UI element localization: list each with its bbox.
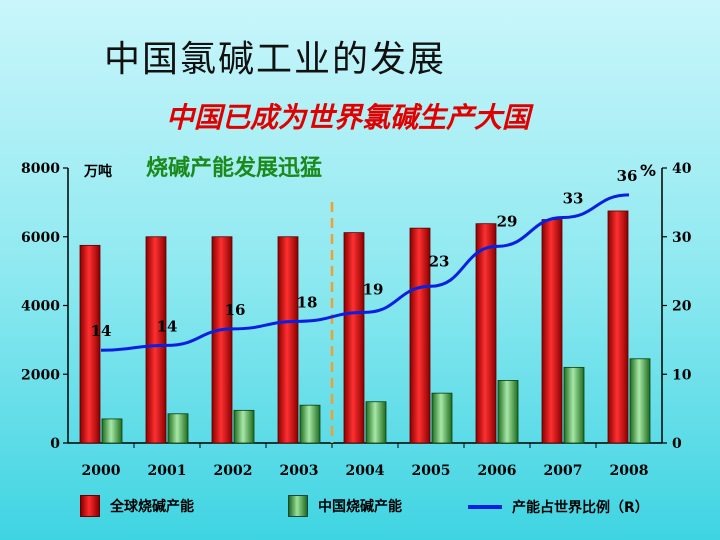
right-tick-label: 40 bbox=[672, 161, 692, 177]
bar-china bbox=[167, 413, 189, 444]
bar-china bbox=[629, 358, 651, 444]
line-data-label: 23 bbox=[429, 252, 450, 270]
chart-labels: 14 14 16 18 19 23 29 33 36 bbox=[91, 167, 638, 340]
left-tick-label: 6000 bbox=[21, 230, 60, 246]
x-tick-label: 2005 bbox=[412, 463, 451, 479]
bar-china bbox=[563, 366, 585, 444]
right-tick-label: 30 bbox=[672, 230, 692, 246]
bar-global bbox=[79, 244, 101, 444]
bar-global bbox=[409, 227, 431, 444]
left-tick-label: 8000 bbox=[21, 161, 60, 177]
line-data-label: 36 bbox=[617, 167, 638, 185]
x-tick-label: 2003 bbox=[280, 463, 319, 479]
right-tick-label: 0 bbox=[672, 436, 682, 452]
line-data-label: 14 bbox=[91, 322, 112, 340]
left-tick-label: 2000 bbox=[21, 367, 60, 383]
bar-global bbox=[475, 223, 497, 444]
bar-china bbox=[101, 418, 123, 444]
line-data-label: 18 bbox=[297, 293, 318, 311]
left-tick-label: 4000 bbox=[21, 299, 60, 315]
bar-china bbox=[365, 401, 387, 444]
bar-global bbox=[145, 236, 167, 444]
bar-global bbox=[607, 210, 629, 444]
x-tick-label: 2008 bbox=[610, 463, 649, 479]
bar-china bbox=[497, 380, 519, 444]
line-data-label: 14 bbox=[157, 317, 178, 335]
legend-item-ratio: 产能占世界比例（R） bbox=[468, 497, 649, 517]
page-subtitle: 中国已成为世界氯碱生产大国 bbox=[166, 101, 531, 134]
line-data-label: 29 bbox=[497, 212, 518, 230]
chart-axes: 0 2000 4000 6000 8000 0 10 20 30 40 2000 2001 2002 20… bbox=[21, 155, 692, 479]
legend-label-china: 中国烧碱产能 bbox=[318, 499, 402, 515]
series-line-ratio bbox=[100, 193, 630, 352]
legend-swatch-global bbox=[80, 495, 100, 517]
bar-global bbox=[541, 219, 563, 444]
right-tick-label: 20 bbox=[672, 299, 692, 315]
bar-global bbox=[211, 236, 233, 444]
line-data-label: 19 bbox=[363, 280, 384, 298]
bar-china bbox=[299, 404, 321, 444]
x-tick-label: 2002 bbox=[214, 463, 253, 479]
legend-swatch-china bbox=[288, 495, 308, 517]
x-tick-label: 2004 bbox=[346, 463, 385, 479]
bar-china bbox=[233, 409, 255, 444]
chart-annotation: 烧碱产能发展迅猛 bbox=[146, 155, 322, 181]
x-tick-label: 2000 bbox=[82, 463, 121, 479]
bar-global bbox=[343, 232, 365, 444]
chart-legend: 全球烧碱产能 中国烧碱产能 产能占世界比例（R） bbox=[0, 495, 720, 519]
legend-item-china: 中国烧碱产能 bbox=[288, 495, 402, 517]
bar-china bbox=[431, 392, 453, 444]
right-tick-label: 10 bbox=[672, 367, 692, 383]
x-tick-label: 2007 bbox=[544, 463, 583, 479]
x-tick-label: 2006 bbox=[478, 463, 517, 479]
x-tick-label: 2001 bbox=[148, 463, 187, 479]
legend-label-ratio: 产能占世界比例（R） bbox=[512, 500, 649, 516]
left-unit-label: 万吨 bbox=[83, 163, 112, 180]
legend-label-global: 全球烧碱产能 bbox=[110, 499, 194, 515]
right-unit-label: % bbox=[640, 161, 656, 180]
left-tick-label: 0 bbox=[50, 436, 60, 452]
legend-item-global: 全球烧碱产能 bbox=[80, 495, 194, 517]
bar-global bbox=[277, 236, 299, 444]
line-data-label: 33 bbox=[563, 190, 584, 208]
legend-swatch-ratio bbox=[468, 505, 502, 509]
page-title: 中国氯碱工业的发展 bbox=[104, 39, 447, 80]
line-data-label: 16 bbox=[225, 301, 246, 319]
chart-line bbox=[100, 193, 630, 443]
chart-bars bbox=[79, 210, 651, 444]
